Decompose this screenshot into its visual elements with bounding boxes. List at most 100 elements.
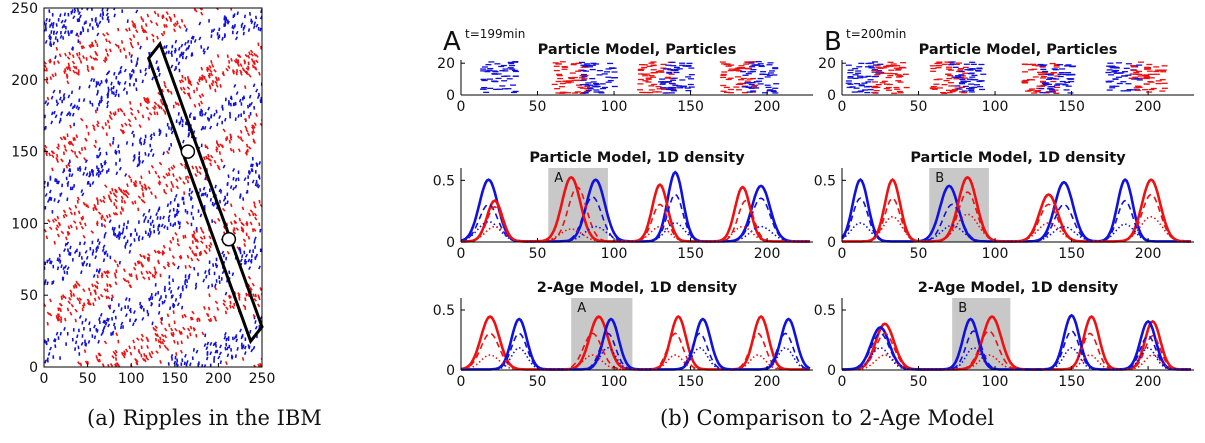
particle xyxy=(93,324,96,329)
particle xyxy=(163,24,166,28)
particle xyxy=(217,77,221,81)
particle xyxy=(239,71,243,76)
particle xyxy=(231,305,235,310)
particle xyxy=(211,79,215,84)
particle xyxy=(243,243,247,248)
particle xyxy=(95,249,99,253)
particle xyxy=(187,131,191,136)
particle xyxy=(117,45,120,49)
particle xyxy=(241,222,245,227)
particle xyxy=(257,296,261,301)
particle xyxy=(253,239,256,244)
particle xyxy=(45,152,48,157)
particle xyxy=(232,186,236,191)
particle xyxy=(185,47,189,52)
particle xyxy=(189,332,192,337)
particle xyxy=(176,265,180,270)
particle xyxy=(56,146,60,150)
particle xyxy=(153,10,157,15)
particle xyxy=(237,148,241,153)
particle xyxy=(229,95,233,100)
particle xyxy=(94,139,97,144)
particle xyxy=(74,318,77,323)
y-tick-label: 0 xyxy=(827,88,836,104)
particle xyxy=(249,101,253,106)
particle xyxy=(220,158,224,163)
particle xyxy=(75,32,79,37)
shade-label: A xyxy=(577,301,586,316)
particle xyxy=(48,18,51,23)
y-tick-label: 100 xyxy=(11,216,38,232)
particle xyxy=(162,215,165,220)
particle xyxy=(70,303,74,308)
particle xyxy=(178,255,182,260)
particle xyxy=(46,102,50,106)
particle xyxy=(56,180,59,185)
particle xyxy=(192,230,196,235)
particle xyxy=(140,271,144,275)
particle xyxy=(257,92,261,97)
particle xyxy=(44,40,48,44)
particle xyxy=(192,35,195,40)
particle xyxy=(258,222,261,227)
particle xyxy=(188,95,192,100)
particle xyxy=(115,269,118,274)
particle xyxy=(114,93,118,98)
particle xyxy=(141,187,144,192)
particle xyxy=(239,129,243,134)
particle xyxy=(151,153,155,158)
particle xyxy=(216,306,220,311)
particle xyxy=(186,335,189,339)
particle xyxy=(59,302,63,307)
particle xyxy=(74,71,79,76)
particle xyxy=(57,221,62,226)
particle xyxy=(199,213,203,218)
particle xyxy=(248,171,251,175)
particle xyxy=(199,236,204,240)
particle xyxy=(99,151,102,156)
particle xyxy=(82,234,86,239)
particle xyxy=(86,302,91,306)
particle xyxy=(88,84,91,89)
particle xyxy=(82,288,86,293)
particle xyxy=(225,361,228,366)
particle xyxy=(84,249,88,254)
particle xyxy=(81,262,84,266)
particle xyxy=(78,85,81,90)
particle xyxy=(100,164,104,169)
particle xyxy=(60,264,63,269)
particle xyxy=(167,172,171,176)
particle xyxy=(243,59,247,64)
particle xyxy=(184,278,187,283)
particle xyxy=(88,321,91,326)
particle xyxy=(174,47,177,52)
particle xyxy=(249,221,253,226)
particle xyxy=(129,351,133,356)
particle xyxy=(222,299,227,303)
particle xyxy=(186,254,190,259)
particle xyxy=(191,310,195,315)
particle xyxy=(235,30,239,35)
particle xyxy=(158,72,161,77)
particle xyxy=(253,52,257,57)
particle xyxy=(143,187,148,191)
particle xyxy=(165,172,169,177)
particle xyxy=(243,14,247,19)
particle xyxy=(78,150,82,155)
particle xyxy=(166,313,170,318)
particle xyxy=(114,363,118,367)
particle xyxy=(134,116,137,121)
particle xyxy=(106,283,109,288)
particle xyxy=(144,152,147,156)
particle xyxy=(107,86,110,91)
particle xyxy=(156,250,161,255)
particle xyxy=(118,81,121,86)
particle xyxy=(69,140,73,145)
particle xyxy=(164,327,168,332)
particle xyxy=(252,129,256,134)
particle xyxy=(162,108,166,113)
particle xyxy=(112,322,116,327)
particle xyxy=(52,22,55,26)
particle xyxy=(50,120,54,125)
particle xyxy=(67,62,70,67)
